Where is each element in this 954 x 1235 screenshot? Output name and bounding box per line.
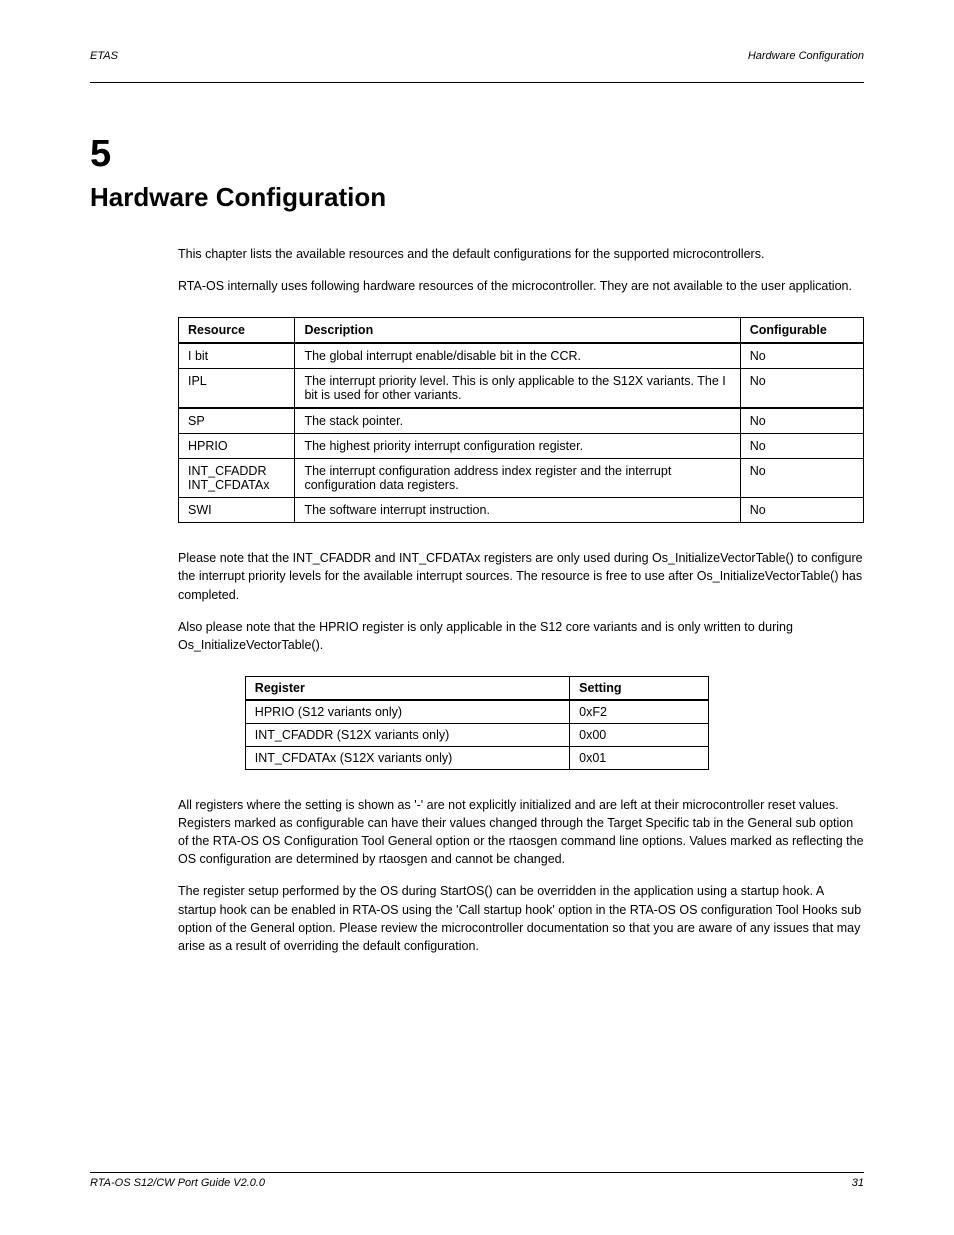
t1-h2: Description [295,318,740,344]
footer-left: RTA-OS S12/CW Port Guide V2.0.0 [90,1177,265,1189]
table-row: INT_CFDATAx (S12X variants only) 0x01 [245,746,708,769]
table-row: IPL The interrupt priority level. This i… [179,369,864,409]
table-row: SWI The software interrupt instruction. … [179,498,864,523]
table-row: HPRIO The highest priority interrupt con… [179,434,864,459]
para-6: The register setup performed by the OS d… [178,882,864,955]
chapter-number: 5 [90,133,864,176]
header-right: Hardware Configuration [748,50,864,62]
t2-h1: Register [245,676,569,700]
footer-right: 31 [852,1177,864,1189]
resources-table: Resource Description Configurable I bit … [178,317,864,523]
para-3: Please note that the INT_CFADDR and INT_… [178,549,864,603]
footer-rule [90,1172,864,1173]
chapter-title: Hardware Configuration [90,182,864,213]
intro-para-2: RTA-OS internally uses following hardwar… [178,277,864,295]
para-4: Also please note that the HPRIO register… [178,618,864,654]
table-row: INT_CFADDR INT_CFDATAx The interrupt con… [179,459,864,498]
table-row: HPRIO (S12 variants only) 0xF2 [245,700,708,724]
header-left: ETAS [90,50,118,62]
table-row: I bit The global interrupt enable/disabl… [179,343,864,369]
table-row: INT_CFADDR (S12X variants only) 0x00 [245,723,708,746]
t1-h3: Configurable [740,318,863,344]
t2-h2: Setting [570,676,709,700]
registers-table: Register Setting HPRIO (S12 variants onl… [245,676,709,770]
table-row: SP The stack pointer. No [179,408,864,434]
intro-para-1: This chapter lists the available resourc… [178,245,864,263]
t1-h1: Resource [179,318,295,344]
para-5: All registers where the setting is shown… [178,796,864,869]
header-rule [90,82,864,83]
